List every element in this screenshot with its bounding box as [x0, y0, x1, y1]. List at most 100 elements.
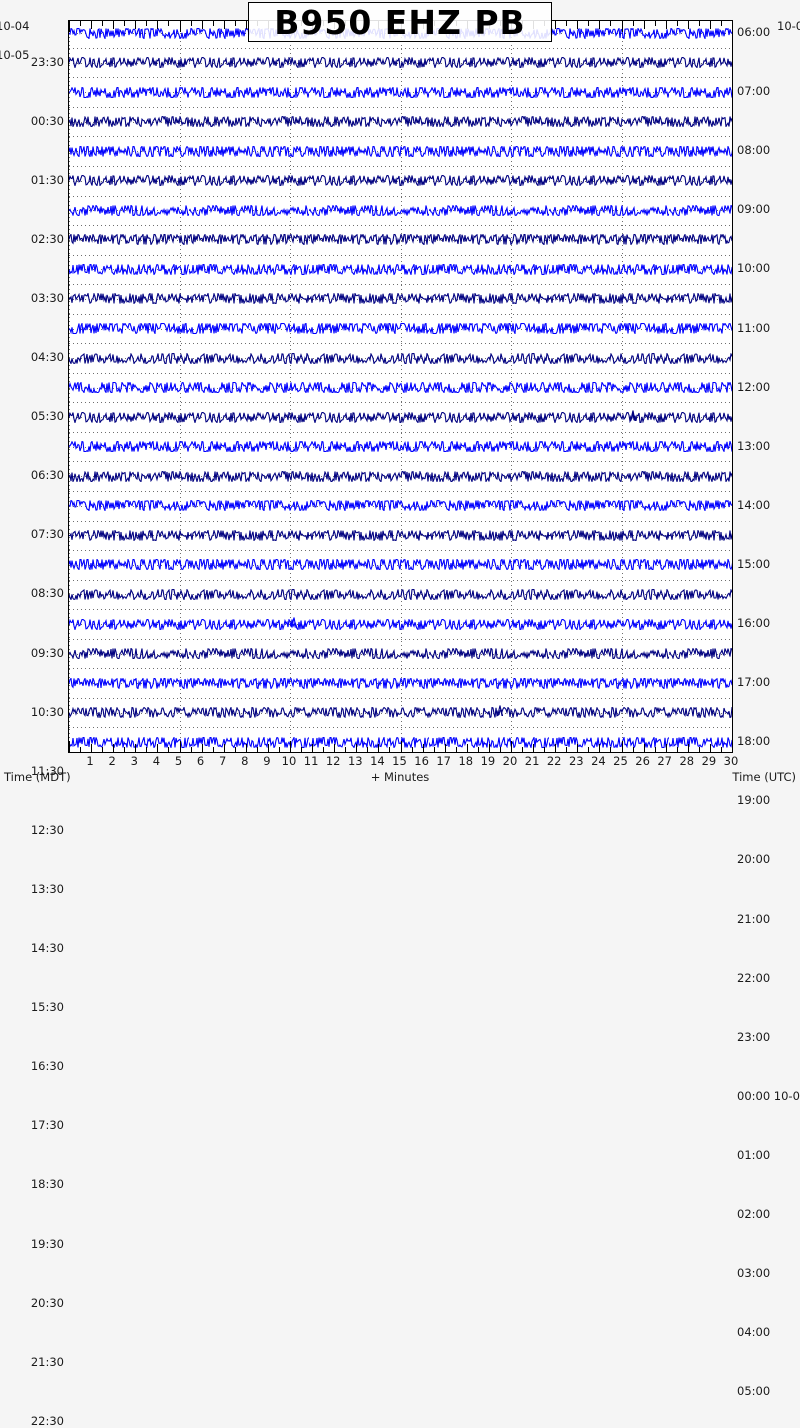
grid-line-horizontal: [69, 461, 732, 462]
minute-tick-label: 2: [108, 754, 116, 768]
event-marker: [496, 705, 503, 721]
axis-label-center: + Minutes: [370, 770, 430, 784]
right-time-label: 14:00: [737, 497, 771, 512]
ruler-tick: [599, 744, 600, 752]
seismogram-trace: [69, 559, 732, 571]
minute-tick-label: 16: [414, 754, 429, 768]
seismogram-trace: [69, 382, 732, 394]
ruler-tick: [555, 21, 556, 29]
seismogram-trace: [69, 470, 732, 482]
seismogram-trace: [69, 500, 732, 512]
left-time-label: 01:30: [30, 172, 64, 187]
minute-tick-label: 29: [701, 754, 717, 768]
ruler-tick: [555, 744, 556, 752]
event-marker: [291, 616, 298, 632]
left-time-label: 16:30: [30, 1059, 64, 1074]
minute-tick-label: 22: [546, 754, 562, 768]
seismogram-trace: [69, 293, 732, 305]
ruler-tick: [334, 744, 335, 752]
grid-line-horizontal: [69, 48, 732, 49]
ruler-tick: [533, 744, 534, 752]
right-time-label: 10:00: [737, 261, 771, 276]
minute-tick-label: 19: [480, 754, 496, 768]
ruler-tick: [478, 747, 479, 752]
ruler-tick: [191, 747, 192, 752]
ruler-tick: [445, 744, 446, 752]
right-time-label: 09:00: [737, 202, 771, 217]
ruler-tick: [345, 747, 346, 752]
ruler-tick: [688, 21, 689, 29]
seismogram-trace: [69, 116, 732, 128]
minute-tick-label: 25: [613, 754, 628, 768]
plot-canvas: [69, 21, 732, 752]
ruler-tick: [124, 747, 125, 752]
ruler-tick: [69, 21, 70, 32]
seismogram-trace: [69, 707, 732, 719]
grid-line-horizontal: [69, 432, 732, 433]
grid-line-horizontal: [69, 225, 732, 226]
ruler-tick: [610, 747, 611, 752]
ruler-tick: [610, 21, 611, 26]
seismogram-trace: [69, 441, 732, 453]
ruler-tick: [721, 747, 722, 752]
ruler-tick: [389, 747, 390, 752]
right-date-top: 10-0: [777, 19, 800, 33]
minute-tick-label: 4: [152, 754, 161, 768]
helicorder-plot[interactable]: [68, 20, 733, 753]
ruler-tick: [168, 747, 169, 752]
grid-line-horizontal: [69, 521, 732, 522]
minute-tick-label: 15: [392, 754, 407, 768]
right-time-label: 17:00: [737, 675, 771, 690]
left-time-label: 23:30: [30, 54, 64, 69]
ruler-tick: [157, 21, 158, 29]
minute-tick-label: 7: [219, 754, 227, 768]
ruler-tick: [268, 744, 269, 752]
left-time-label: 02:30: [30, 231, 64, 246]
ruler-tick: [80, 747, 81, 752]
ruler-tick: [102, 21, 103, 26]
ruler-tick: [202, 21, 203, 29]
grid-line-horizontal: [69, 402, 732, 403]
right-time-label: 02:00: [737, 1207, 771, 1221]
right-time-label: 12:00: [737, 379, 771, 394]
ruler-tick: [378, 744, 379, 752]
ruler-tick: [622, 741, 623, 752]
grid-line-horizontal: [69, 343, 732, 344]
ruler-tick: [124, 21, 125, 26]
ruler-tick: [423, 744, 424, 752]
left-time-label: 07:30: [30, 527, 64, 542]
ruler-tick: [224, 21, 225, 29]
right-time-label: 16:00: [737, 616, 771, 630]
right-time-label: 05:00: [737, 1384, 771, 1399]
ruler-tick: [566, 747, 567, 752]
ruler-tick: [677, 747, 678, 752]
ruler-tick: [367, 747, 368, 752]
seismogram-trace: [69, 618, 732, 630]
grid-line-horizontal: [69, 77, 732, 78]
left-time-label: 13:30: [30, 881, 64, 896]
left-date-second: 10-05: [0, 48, 30, 62]
minute-tick-label: 10: [281, 754, 297, 768]
ruler-tick: [135, 21, 136, 29]
right-time-label: 01:00: [737, 1147, 771, 1162]
ruler-tick: [577, 744, 578, 752]
right-time-label: 22:00: [737, 970, 771, 985]
ruler-tick: [290, 741, 291, 752]
minute-axis-labels: 1 2 3 4 5 6 7 8 9 10 11 12 13 14 15 16 17 18 19 20 21 22 23 24 2…: [68, 754, 738, 769]
ruler-tick: [191, 21, 192, 26]
left-time-label: 21:30: [30, 1354, 64, 1369]
minute-tick-label: 6: [196, 754, 205, 768]
seismogram-trace: [69, 323, 732, 334]
seismogram-trace: [69, 234, 732, 246]
left-time-label: 14:30: [30, 941, 64, 956]
ruler-tick: [500, 747, 501, 752]
seismogram-trace: [69, 175, 732, 187]
grid-line-horizontal: [69, 550, 732, 551]
ruler-tick: [202, 744, 203, 752]
ruler-tick: [655, 21, 656, 26]
ruler-tick: [644, 21, 645, 29]
ruler-tick: [401, 741, 402, 752]
grid-line-horizontal: [69, 107, 732, 108]
grid-line-horizontal: [69, 609, 732, 610]
ruler-tick: [102, 747, 103, 752]
